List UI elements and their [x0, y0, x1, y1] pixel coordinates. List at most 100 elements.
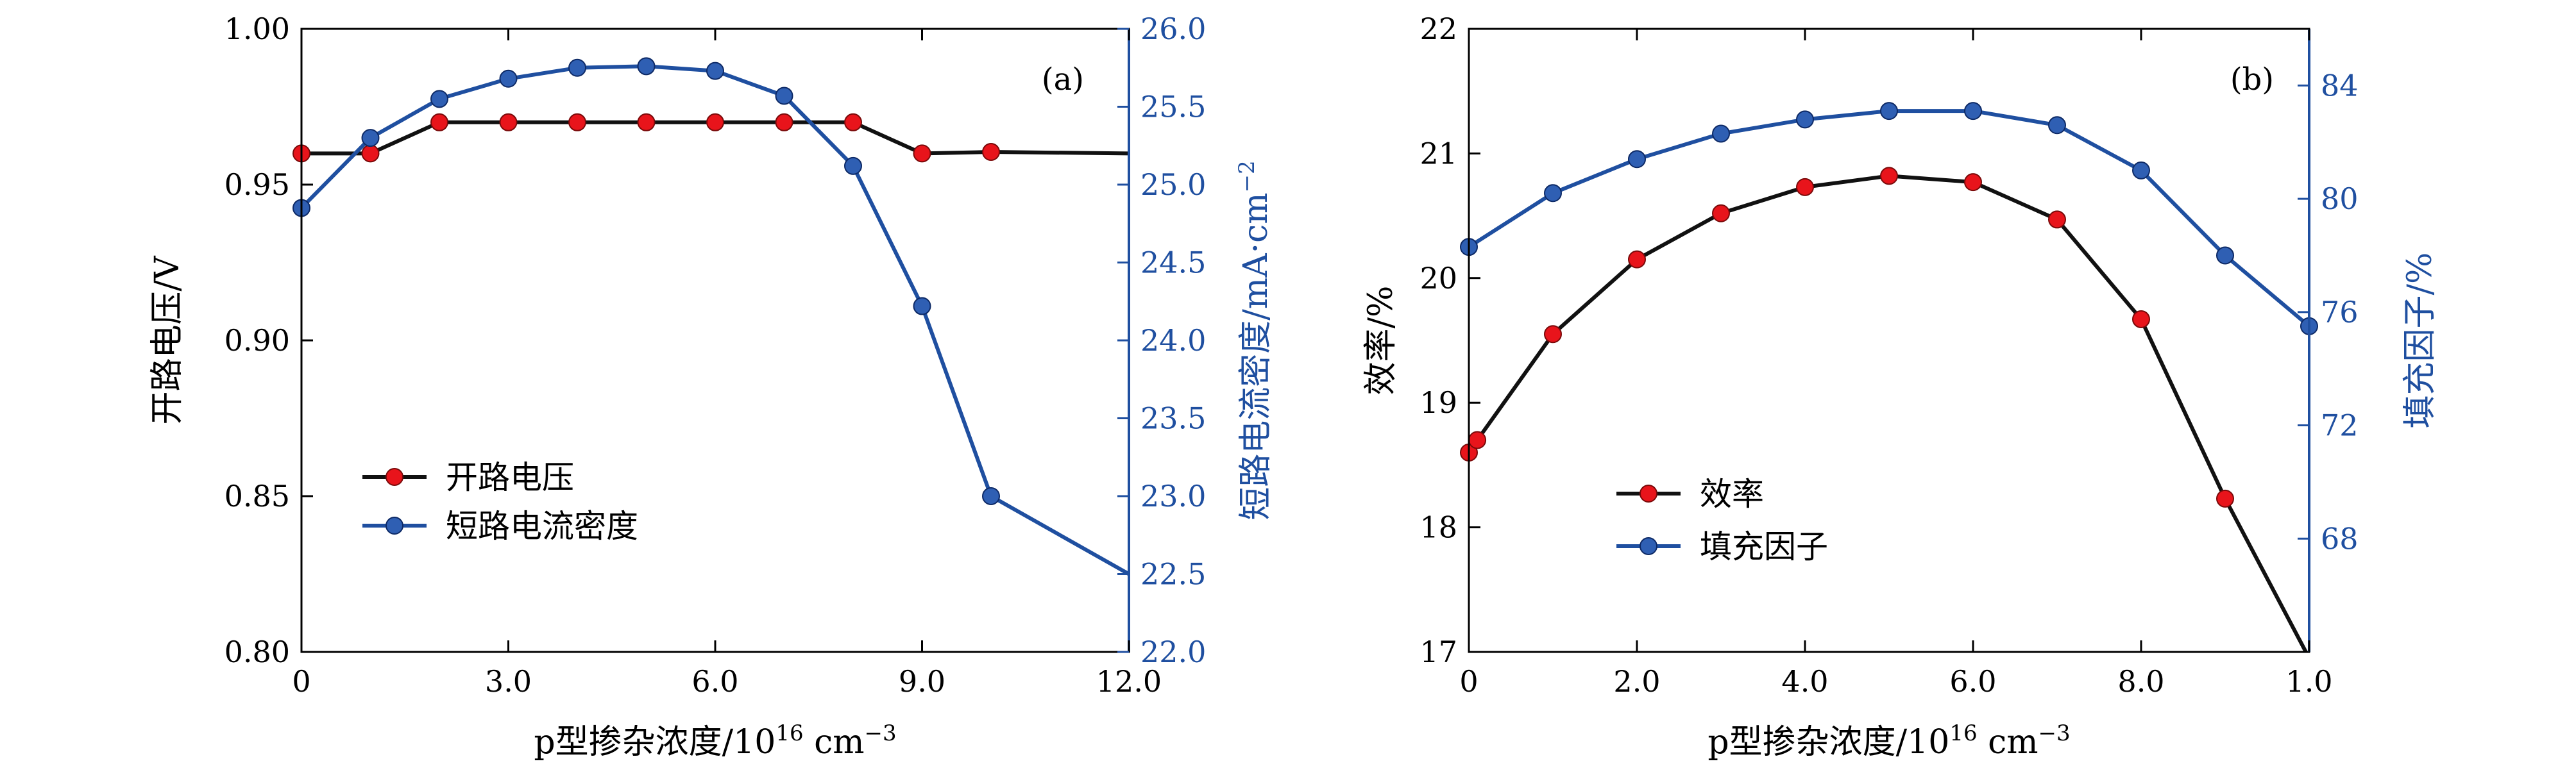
panel-a-right-tick-label: 25.5	[1140, 90, 1206, 124]
panel-a-tag: (a)	[1042, 62, 1084, 97]
panel-b-series-0-point	[1468, 431, 1487, 449]
panel-b-x-tick-label: 2.0	[1613, 664, 1660, 699]
panel-b-series-0-point	[1796, 178, 1814, 196]
panel-a-right-tick-label: 24.0	[1140, 323, 1206, 358]
panel-b-series-1-point	[2132, 161, 2150, 179]
panel-b-x-axis-label: p型掺杂浓度/1016 cm−3	[1707, 721, 2070, 762]
panel-a-legend-label-jsc: 短路电流密度	[446, 508, 638, 545]
panel-a-left-tick-label: 0.85	[225, 479, 290, 513]
panel-b-series-1-point	[1628, 150, 1646, 169]
panel-a-left-tick-label: 0.90	[225, 323, 290, 358]
panel-a-left-tick-label: 0.95	[225, 167, 290, 202]
panel-b-series-0-point	[1544, 325, 1562, 344]
panel-a-series-1-point	[844, 156, 862, 175]
panel-a-series-1-point	[775, 87, 793, 105]
panel-a-series-1-point	[706, 62, 724, 80]
panel-b-left-axis-label: 效率/%	[1362, 286, 1400, 396]
panel-b-series-0-point	[2132, 310, 2150, 328]
panel-a-series-line-1	[301, 64, 1129, 576]
panel-b-right-ticks: 68 72 76 80 84	[2298, 68, 2359, 556]
panel-b-left-tick-label: 22	[1419, 12, 1457, 46]
panel-a-x-axis-label: p型掺杂浓度/1016 cm−3	[534, 721, 896, 762]
panel-a-series-line-0	[301, 120, 1129, 156]
panel-b-legend-marker-ff	[1640, 537, 1657, 555]
panel-a-left-axis-label: 开路电压/V	[148, 255, 187, 425]
panel-b-series-1-point	[1880, 102, 1898, 121]
panel-a-series-0-point	[430, 113, 448, 131]
panel-a-legend-label-voc: 开路电压	[446, 459, 574, 496]
panel-b-series-1-point	[1544, 184, 1562, 203]
panel-a-series-0-point	[637, 113, 656, 131]
panel-a-series-0-point	[499, 113, 518, 131]
panel-b-series-line-1	[1469, 109, 2309, 328]
panel-b-legend-marker-eff	[1640, 485, 1657, 503]
panel-a-plot-area	[292, 57, 1129, 576]
panel-a-right-ticks: 22.0 22.5 23.0 23.5 24.0 24.5 25.0 25.5 26.0	[1117, 12, 1206, 669]
panel-a-series-1-point	[430, 90, 448, 108]
panel-b-right-axis-label: 填充因子/%	[2401, 253, 2439, 429]
panel-b-left-tick-label: 20	[1419, 261, 1457, 296]
panel-b-right-tick-label: 84	[2321, 68, 2359, 103]
panel-b-x-tick-label: 1.0	[2285, 664, 2332, 699]
panel-b-right-tick-label: 72	[2321, 408, 2359, 443]
panel-a-right-tick-label: 23.5	[1140, 401, 1206, 436]
panel-b-x-ticks: 0 2.0 4.0 6.0 8.0 1.0	[1459, 29, 2333, 699]
panel-a-series-0-point	[706, 113, 724, 131]
panel-a-x-tick-label: 0	[292, 664, 310, 699]
panel-a-series-0-point	[568, 113, 586, 131]
panel-b-series-0-point	[1880, 167, 1898, 185]
panel-a-right-tick-label: 22.5	[1140, 557, 1206, 592]
panel-a-series-1-point	[568, 58, 586, 77]
panel-b-series-0-point	[2048, 210, 2066, 229]
panel-b-frame	[1468, 28, 2310, 653]
panel-a-legend-marker-voc	[386, 468, 403, 486]
panel-b-series-1-point	[2048, 116, 2066, 135]
panel-a-right-tick-label: 22.0	[1140, 635, 1206, 669]
panel-a-series-0-point	[913, 144, 931, 163]
panel-b-left-tick-label: 21	[1419, 136, 1457, 171]
panel-a-legend: 开路电压 短路电流密度	[362, 459, 638, 545]
panel-b-series-0-point	[1964, 173, 1982, 192]
panel-a-series-1-point	[913, 297, 931, 315]
panel-b-legend-label-eff: 效率	[1700, 476, 1764, 513]
panel-b-x-tick-label: 4.0	[1781, 664, 1828, 699]
panel-b-series-0-point	[1712, 204, 1730, 222]
panel-a-series-0-point	[844, 113, 862, 131]
panel-a-series-1-point	[499, 69, 518, 88]
panel-a-x-tick-label: 12.0	[1096, 664, 1162, 699]
panel-b-left-ticks: 17 18 19 20 21 22	[1419, 12, 1480, 669]
panel-a-legend-marker-jsc	[386, 517, 403, 535]
panel-a-series-0-point	[361, 144, 380, 163]
panel-b-left-tick-label: 18	[1419, 510, 1457, 545]
panel-b-legend: 效率 填充因子	[1616, 476, 1828, 565]
panel-b-x-tick-label: 8.0	[2117, 664, 2164, 699]
panel-a-right-tick-label: 24.5	[1140, 246, 1206, 280]
panel-a-x-tick-label: 9.0	[899, 664, 945, 699]
panel-b-series-1-point	[1964, 102, 1982, 121]
panel-b-series-1-point	[1796, 110, 1814, 129]
panel-b-series-0-point	[1628, 250, 1646, 269]
panel-b-left-tick-label: 19	[1419, 385, 1457, 420]
panel-a-x-ticks: 0 3.0 6.0 9.0 12.0	[292, 29, 1162, 699]
panel-b-x-tick-label: 6.0	[1949, 664, 1996, 699]
panel-b-series-1-point	[1712, 124, 1730, 143]
panel-a-series-0-point	[982, 142, 1000, 161]
panel-a-left-tick-label: 1.00	[225, 12, 290, 46]
panel-b-series-line-0	[1469, 174, 2309, 652]
panel-a-chart: 0 3.0 6.0 9.0 12.0 0.80 0.85 0.90 0.95 1.00 22.0…	[148, 12, 1275, 762]
panel-a-left-tick-label: 0.80	[225, 635, 290, 669]
panel-a-right-tick-label: 23.0	[1140, 479, 1206, 513]
panel-b-plot-area	[1460, 102, 2318, 652]
panel-b-left-tick-label: 17	[1419, 635, 1457, 669]
panel-a-series-1-point	[637, 57, 656, 76]
panel-b-series-0-point	[2216, 489, 2234, 508]
panel-b-chart: 0 2.0 4.0 6.0 8.0 1.0 17 18 19 20 21 22 68 72 76 80 84…	[1362, 12, 2439, 762]
panel-b-right-tick-label: 80	[2321, 181, 2359, 216]
panel-a-x-tick-label: 3.0	[485, 664, 532, 699]
panel-b-tag: (b)	[2230, 62, 2274, 97]
panel-b-x-tick-label: 0	[1459, 664, 1478, 699]
panel-b-right-tick-label: 68	[2321, 521, 2359, 556]
panel-a-series-0-point	[775, 113, 793, 131]
